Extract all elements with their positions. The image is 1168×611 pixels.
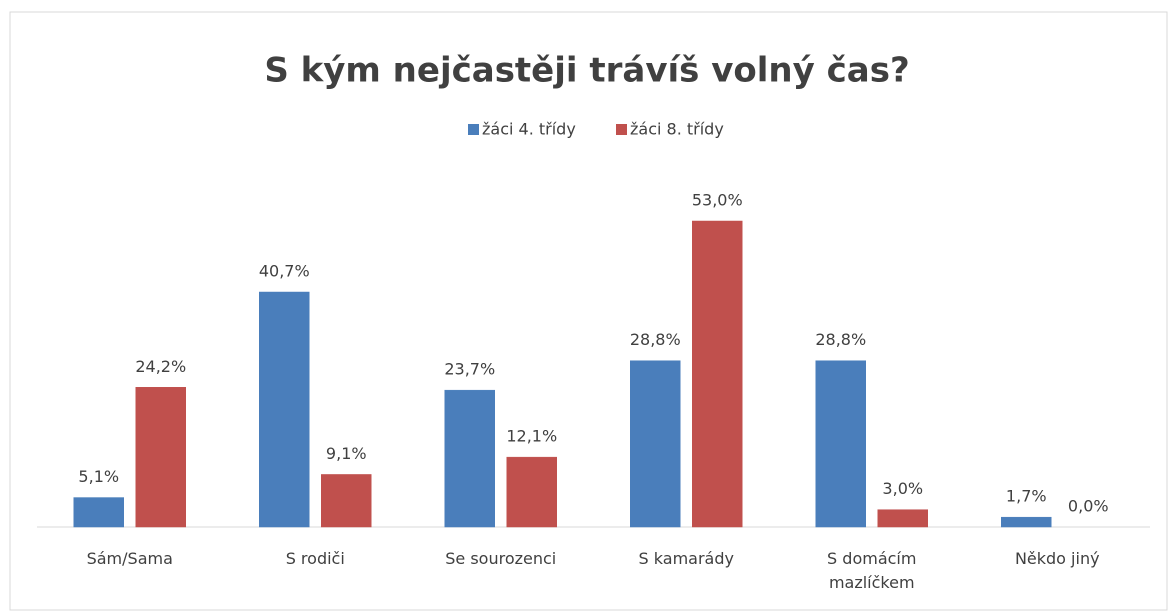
chart-border	[9, 11, 1168, 611]
x-tick-label: Někdo jiný	[1014, 549, 1100, 568]
bar	[444, 389, 495, 528]
x-tick-label: Se sourozenci	[445, 549, 557, 568]
bar	[259, 291, 310, 528]
legend-label: žáci 8. třídy	[630, 120, 724, 139]
data-label: 0,0%	[1068, 497, 1109, 516]
data-label: 23,7%	[444, 360, 495, 379]
bar	[877, 509, 928, 528]
x-tick-label: S rodiči	[285, 549, 345, 568]
chart-title: S kým nejčastěji trávíš volný čas?	[264, 51, 909, 91]
data-label: 40,7%	[259, 262, 310, 281]
bar	[692, 220, 743, 528]
data-label: 53,0%	[692, 191, 743, 210]
bar	[1001, 516, 1052, 528]
bar	[321, 474, 372, 528]
bar	[630, 360, 681, 528]
x-tick-label: S kamarády	[638, 549, 734, 568]
data-label: 3,0%	[882, 479, 923, 498]
data-label: 24,2%	[135, 357, 186, 376]
legend-swatch	[468, 124, 479, 135]
data-label: 9,1%	[326, 444, 367, 463]
data-label: 1,7%	[1006, 487, 1047, 506]
data-label: 28,8%	[630, 330, 681, 349]
bar	[506, 456, 557, 528]
data-label: 5,1%	[78, 467, 119, 486]
data-label: 28,8%	[815, 330, 866, 349]
legend-label: žáci 4. třídy	[482, 120, 576, 139]
data-label: 12,1%	[506, 427, 557, 446]
x-tick-label: S domácím mazlíčkem	[827, 549, 917, 592]
bar	[815, 360, 866, 528]
legend-swatch	[616, 124, 627, 135]
bar	[135, 387, 186, 528]
x-tick-label: Sám/Sama	[86, 549, 173, 568]
bar	[73, 497, 124, 528]
